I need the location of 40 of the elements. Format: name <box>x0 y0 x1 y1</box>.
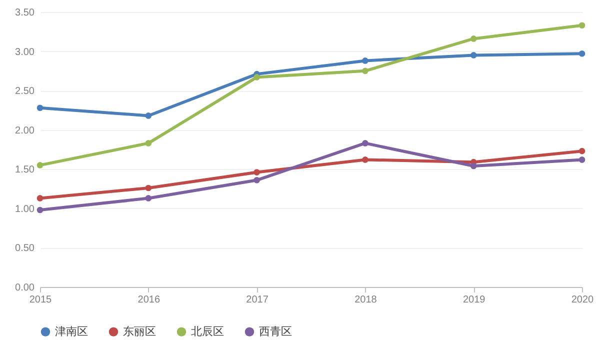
legend-label: 津南区 <box>55 324 88 338</box>
point <box>36 206 44 214</box>
x-tick-label: 2018 <box>354 294 378 306</box>
legend-label: 北辰区 <box>191 324 224 338</box>
x-tick-label: 2017 <box>246 294 269 306</box>
y-tick-label: 0.50 <box>15 243 35 254</box>
y-tick-label: 1.00 <box>15 204 35 215</box>
point <box>578 50 586 57</box>
point <box>145 112 152 119</box>
point <box>362 68 368 74</box>
point <box>362 58 368 64</box>
y-tick-label: 1.50 <box>15 164 35 176</box>
point <box>470 162 477 170</box>
point <box>36 195 44 202</box>
point <box>470 36 477 42</box>
point <box>36 104 44 112</box>
point <box>145 140 152 146</box>
point <box>362 140 368 146</box>
y-tick-label: 3.00 <box>15 46 35 58</box>
point <box>254 169 260 176</box>
x-tick-label: 2015 <box>29 294 52 306</box>
y-tick-label: 2.00 <box>15 125 35 136</box>
x-tick-label: 2019 <box>462 294 486 306</box>
legend-label: 西青区 <box>259 324 292 338</box>
point <box>578 156 586 163</box>
y-tick-label: 0.00 <box>15 282 35 294</box>
point <box>578 148 586 154</box>
point <box>36 162 44 168</box>
point <box>254 176 260 184</box>
point <box>254 74 260 80</box>
point <box>470 52 477 58</box>
y-tick-label: 2.50 <box>15 86 35 98</box>
legend-label: 东丽区 <box>123 324 156 338</box>
y-tick-label: 3.50 <box>15 8 35 18</box>
point <box>578 22 586 29</box>
x-tick-label: 2020 <box>571 294 594 306</box>
point <box>145 195 152 202</box>
x-tick-label: 2016 <box>138 294 160 306</box>
point <box>145 184 152 192</box>
point <box>362 156 368 163</box>
